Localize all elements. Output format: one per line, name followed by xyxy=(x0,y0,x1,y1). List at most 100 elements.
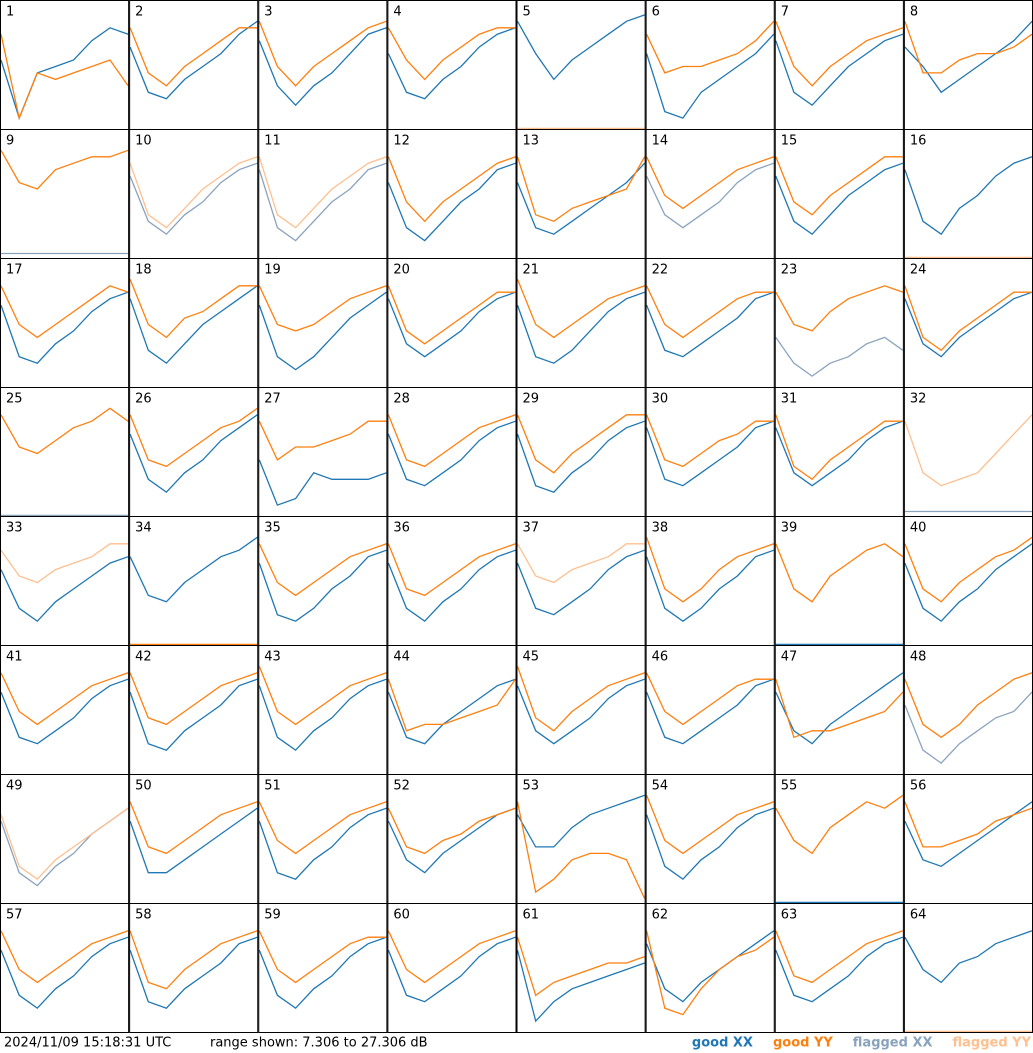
xx-spectrum xyxy=(516,949,645,1023)
panel-frame xyxy=(645,516,775,646)
yy-spectrum xyxy=(129,279,258,339)
panel-label: 52 xyxy=(393,779,410,794)
yy-spectrum xyxy=(387,156,516,223)
panel-label: 14 xyxy=(652,134,669,149)
xx-spectrum xyxy=(129,414,258,494)
xx-spectrum xyxy=(0,678,129,745)
xx-spectrum xyxy=(516,420,645,493)
xx-spectrum xyxy=(258,291,387,371)
panel-frame xyxy=(516,129,646,259)
xx-spectrum xyxy=(387,549,516,623)
yy-spectrum xyxy=(0,149,129,190)
yy-spectrum xyxy=(258,543,387,597)
xx-spectrum xyxy=(516,14,645,81)
panel-frame xyxy=(903,774,1033,904)
panel-label: 50 xyxy=(135,779,152,794)
xx-spectrum xyxy=(516,678,645,745)
yy-spectrum xyxy=(645,414,774,468)
panel-label: 47 xyxy=(781,650,798,665)
xx-spectrum xyxy=(904,930,1033,984)
panel-frame xyxy=(774,645,904,775)
xx-spectrum xyxy=(775,336,904,377)
xx-spectrum xyxy=(129,536,258,603)
yy-spectrum xyxy=(0,285,129,339)
yy-spectrum xyxy=(516,937,645,997)
panel-frame xyxy=(387,0,517,130)
xx-spectrum xyxy=(258,549,387,622)
panel-label: 27 xyxy=(264,392,281,407)
panel-frame xyxy=(774,516,904,646)
panel-frame xyxy=(129,129,259,259)
yy-spectrum xyxy=(904,536,1033,603)
yy-spectrum xyxy=(775,930,904,984)
yy-spectrum xyxy=(645,537,775,603)
xx-spectrum xyxy=(645,420,775,487)
panel-label: 46 xyxy=(652,650,669,665)
panel-frame xyxy=(774,0,904,130)
panel-label: 63 xyxy=(781,908,798,923)
panel-label: 64 xyxy=(910,908,927,923)
xx-spectrum xyxy=(129,162,258,236)
panel-frame xyxy=(903,645,1033,775)
panel-frame xyxy=(516,387,646,517)
panel-frame xyxy=(645,645,775,775)
panel-frame xyxy=(129,0,259,130)
yy-spectrum xyxy=(129,930,258,990)
yy-spectrum xyxy=(129,27,258,87)
panel-label: 10 xyxy=(135,134,152,149)
yy-spectrum xyxy=(904,672,1033,739)
panel-frame xyxy=(129,387,259,517)
panel-label: 5 xyxy=(523,5,531,20)
yy-spectrum xyxy=(258,285,387,332)
panel-label: 17 xyxy=(6,263,23,278)
xx-spectrum xyxy=(645,291,775,358)
panel-label: 39 xyxy=(781,521,798,536)
panel-frame xyxy=(903,0,1033,130)
xx-spectrum xyxy=(645,930,775,1003)
panel-frame xyxy=(129,774,259,904)
panel-label: 26 xyxy=(135,392,152,407)
yy-spectrum xyxy=(258,420,387,461)
yy-spectrum xyxy=(0,543,129,584)
panel-frame xyxy=(903,258,1033,388)
panel-label: 37 xyxy=(523,521,540,536)
panel-frame xyxy=(0,0,130,130)
panel-frame xyxy=(645,903,775,1033)
xx-spectrum xyxy=(0,807,129,887)
legend-entry: flagged XX xyxy=(853,1036,933,1051)
range-text: range shown: 7.306 to 27.306 dB xyxy=(210,1036,428,1051)
yy-spectrum xyxy=(775,679,904,739)
xx-spectrum xyxy=(516,162,646,235)
panel-label: 8 xyxy=(910,5,918,20)
panel-label: 19 xyxy=(264,263,281,278)
xx-spectrum xyxy=(129,678,258,751)
yy-spectrum xyxy=(258,156,387,229)
panel-frame xyxy=(516,645,646,775)
yy-spectrum xyxy=(516,801,646,899)
panel-frame xyxy=(516,516,646,646)
xx-spectrum xyxy=(904,291,1033,358)
yy-spectrum xyxy=(258,930,387,984)
panel-label: 45 xyxy=(523,650,540,665)
panel-label: 60 xyxy=(393,908,410,923)
panel-frame xyxy=(258,0,388,130)
xx-spectrum xyxy=(258,459,387,506)
panel-label: 55 xyxy=(781,779,798,794)
panel-label: 25 xyxy=(6,392,23,407)
panel-frame xyxy=(387,645,517,775)
panel-frame xyxy=(774,129,904,259)
yy-spectrum xyxy=(0,407,129,455)
panel-label: 22 xyxy=(652,263,669,278)
xx-spectrum xyxy=(645,33,775,119)
yy-spectrum xyxy=(516,543,645,584)
yy-spectrum xyxy=(775,156,903,216)
yy-spectrum xyxy=(904,21,1033,74)
yy-spectrum xyxy=(129,407,258,468)
yy-spectrum xyxy=(0,807,129,881)
yy-spectrum xyxy=(129,801,258,855)
panel-label: 62 xyxy=(652,908,669,923)
xx-spectrum xyxy=(904,156,1033,236)
panel-label: 54 xyxy=(652,779,669,794)
yy-spectrum xyxy=(646,285,774,339)
panel-frame xyxy=(516,774,646,904)
